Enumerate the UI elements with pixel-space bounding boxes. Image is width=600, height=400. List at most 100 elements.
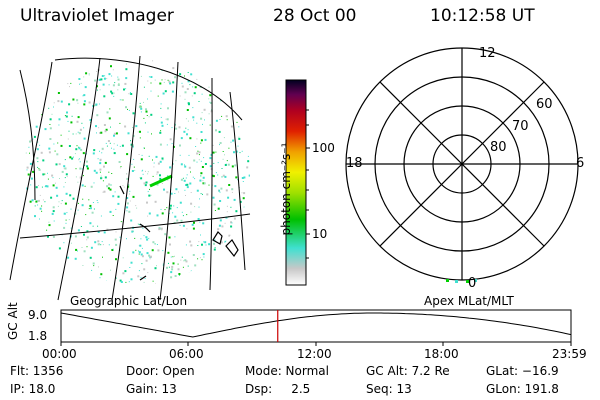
image-pixel [166, 266, 168, 269]
polar-lat-80: 80 [490, 140, 507, 155]
image-pixel [159, 131, 162, 134]
image-pixel [97, 225, 99, 227]
image-pixel [108, 84, 110, 86]
image-pixel [109, 210, 112, 213]
image-pixel [83, 94, 86, 97]
image-pixel [102, 180, 104, 182]
image-pixel [56, 194, 59, 197]
image-pixel [184, 91, 187, 94]
image-pixel [148, 212, 151, 215]
image-pixel [182, 266, 184, 268]
image-pixel [169, 207, 172, 210]
image-pixel [230, 141, 232, 143]
image-pixel [111, 249, 114, 251]
image-pixel [204, 119, 205, 121]
image-pixel [194, 178, 196, 180]
image-pixel [61, 200, 63, 202]
image-pixel [174, 124, 176, 126]
image-pixel [171, 265, 174, 268]
image-pixel [213, 162, 215, 164]
image-pixel [79, 161, 81, 163]
image-pixel [186, 183, 189, 186]
image-pixel [185, 177, 187, 179]
image-pixel [36, 148, 39, 151]
image-pixel [138, 250, 139, 252]
image-pixel [39, 194, 41, 196]
image-pixel [187, 265, 189, 267]
image-pixel [174, 255, 175, 257]
image-pixel [174, 193, 176, 194]
image-pixel [230, 221, 232, 224]
image-pixel [145, 236, 148, 239]
image-pixel [221, 176, 223, 178]
apex-caption: Apex MLat/MLT [424, 294, 514, 308]
image-pixel [139, 244, 142, 247]
image-pixel [78, 159, 80, 161]
image-pixel [198, 151, 201, 154]
image-pixel [191, 95, 193, 97]
image-pixel [81, 168, 83, 170]
image-pixel [49, 118, 52, 121]
image-pixel [110, 184, 112, 186]
image-pixel [93, 169, 96, 172]
image-pixel [81, 247, 83, 248]
image-pixel [100, 215, 102, 217]
image-pixel [198, 206, 200, 208]
image-pixel [140, 158, 143, 161]
image-pixel [160, 208, 162, 210]
image-pixel [86, 246, 88, 248]
image-pixel [209, 165, 212, 168]
image-pixel [103, 77, 106, 80]
image-pixel [128, 210, 131, 213]
image-pixel [124, 125, 127, 128]
image-pixel [108, 73, 111, 76]
image-pixel [228, 234, 231, 237]
image-pixel [232, 139, 235, 142]
meridian-line [159, 61, 179, 301]
image-pixel [187, 129, 189, 131]
info-seq: Seq: 13 [366, 382, 412, 396]
image-pixel [126, 206, 129, 209]
polar-mlt-0: 0 [468, 276, 477, 291]
image-pixel [26, 166, 29, 169]
image-pixel [161, 212, 164, 215]
image-pixel [109, 188, 112, 191]
image-pixel [27, 173, 30, 176]
image-pixel [233, 151, 235, 154]
image-pixel [184, 164, 185, 166]
image-pixel [150, 255, 152, 258]
image-pixel [44, 201, 46, 203]
image-pixel [51, 113, 53, 115]
image-pixel [196, 78, 198, 80]
image-pixel [67, 120, 69, 122]
image-pixel [117, 78, 120, 81]
image-pixel [248, 174, 250, 177]
image-pixel [86, 167, 89, 170]
image-pixel [198, 241, 200, 243]
image-pixel [119, 122, 121, 124]
image-pixel [76, 100, 78, 102]
image-pixel [114, 82, 116, 84]
image-pixel [128, 281, 130, 283]
image-pixel [117, 89, 119, 91]
image-pixel [64, 182, 66, 183]
image-pixel [144, 184, 147, 187]
image-pixel [159, 174, 161, 177]
image-pixel [136, 207, 138, 209]
image-pixel [169, 138, 172, 141]
image-pixel [151, 249, 154, 252]
image-pixel [84, 86, 87, 89]
image-pixel [147, 272, 149, 274]
image-pixel [186, 228, 188, 230]
image-pixel [167, 79, 169, 81]
image-pixel [63, 226, 66, 229]
image-pixel [102, 256, 103, 258]
image-pixel [127, 108, 128, 110]
image-pixel [161, 183, 163, 184]
image-pixel [185, 260, 188, 263]
image-pixel [210, 102, 213, 104]
image-pixel [92, 225, 94, 227]
image-pixel [180, 219, 183, 222]
image-pixel [129, 267, 131, 268]
image-pixel [112, 84, 115, 87]
